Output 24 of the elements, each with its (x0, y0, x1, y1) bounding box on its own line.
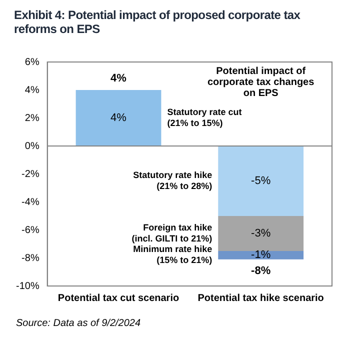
y-tick-label: 0% (24, 140, 40, 152)
series-label: Foreign tax hike (incl. GILTI to 21%) (132, 222, 212, 244)
data-label: 4% (110, 112, 127, 124)
y-tick-label: -8% (22, 252, 40, 264)
chart-title: Exhibit 4: Potential impact of proposed corporate tax reforms on EPS (14, 8, 302, 36)
y-tick-label: 2% (24, 112, 40, 124)
total-label: -8% (251, 264, 271, 277)
x-tick-label: Potential tax cut scenario (58, 292, 180, 304)
y-tick-label: 6% (24, 56, 40, 68)
total-label: 4% (110, 72, 127, 85)
series-label: Statutory rate cut (21% to 15%) (167, 106, 242, 128)
data-label: -5% (251, 175, 271, 188)
legend-title: Potential impact of corporate tax changes on EPS (207, 66, 315, 99)
series-label: Minimum rate hike (15% to 21%) (133, 244, 212, 266)
series-label: Statutory rate hike (21% to 28%) (133, 170, 212, 191)
y-tick-label: -2% (22, 168, 40, 180)
data-label: -3% (251, 228, 271, 240)
x-tick-label: Potential tax hike scenario (198, 292, 324, 304)
source-note: Source: Data as of 9/2/2024 (16, 318, 142, 329)
y-tick-label: -4% (22, 196, 40, 208)
data-label: -1% (251, 249, 271, 262)
y-tick-label: -6% (22, 224, 40, 236)
y-tick-label: -10% (16, 280, 40, 292)
y-tick-label: 4% (24, 84, 40, 96)
